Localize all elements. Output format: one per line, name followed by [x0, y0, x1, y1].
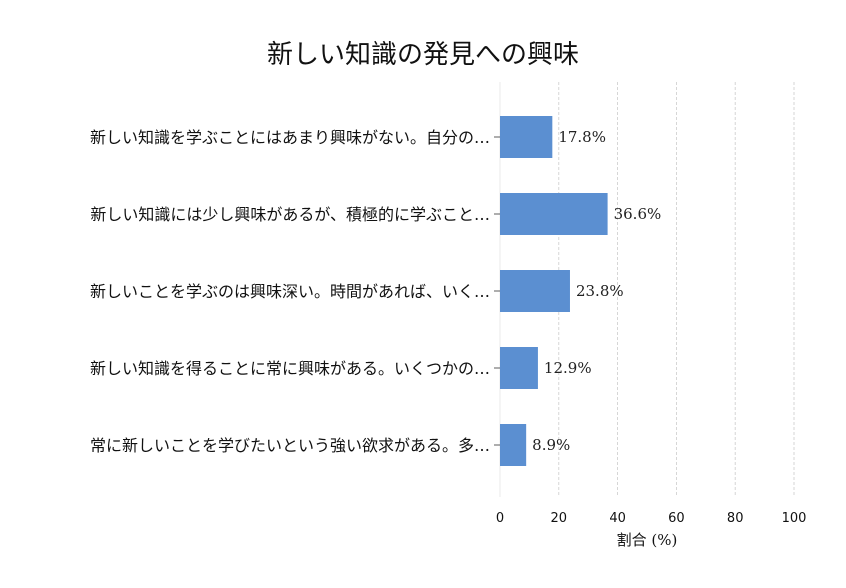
- x-axis-label: 割合 (%): [617, 531, 678, 549]
- bar: [500, 116, 553, 158]
- data-label: 36.6%: [614, 205, 662, 223]
- category-label: 新しい知識を得ることに常に興味がある。いくつかの…: [90, 359, 490, 378]
- x-tick-label: 60: [668, 511, 685, 526]
- x-tick-label: 100: [782, 511, 807, 526]
- data-label: 23.8%: [576, 282, 624, 300]
- data-label: 8.9%: [532, 436, 570, 454]
- category-label: 新しい知識を学ぶことにはあまり興味がない。自分の…: [90, 128, 490, 147]
- bar: [500, 347, 538, 389]
- x-tick-label: 80: [727, 511, 744, 526]
- x-tick-label: 20: [551, 511, 568, 526]
- category-label: 常に新しいことを学びたいという強い欲求がある。多…: [90, 436, 490, 455]
- data-label: 17.8%: [558, 128, 606, 146]
- x-tick-label: 40: [609, 511, 626, 526]
- x-tick-label: 0: [496, 511, 504, 526]
- bar: [500, 270, 570, 312]
- data-label: 12.9%: [544, 359, 592, 377]
- category-label: 新しいことを学ぶのは興味深い。時間があれば、いく…: [90, 282, 490, 301]
- category-label: 新しい知識には少し興味があるが、積極的に学ぶこと…: [90, 205, 490, 224]
- chart-title: 新しい知識の発見への興味: [266, 40, 579, 70]
- bar: [500, 193, 608, 235]
- bar: [500, 424, 527, 466]
